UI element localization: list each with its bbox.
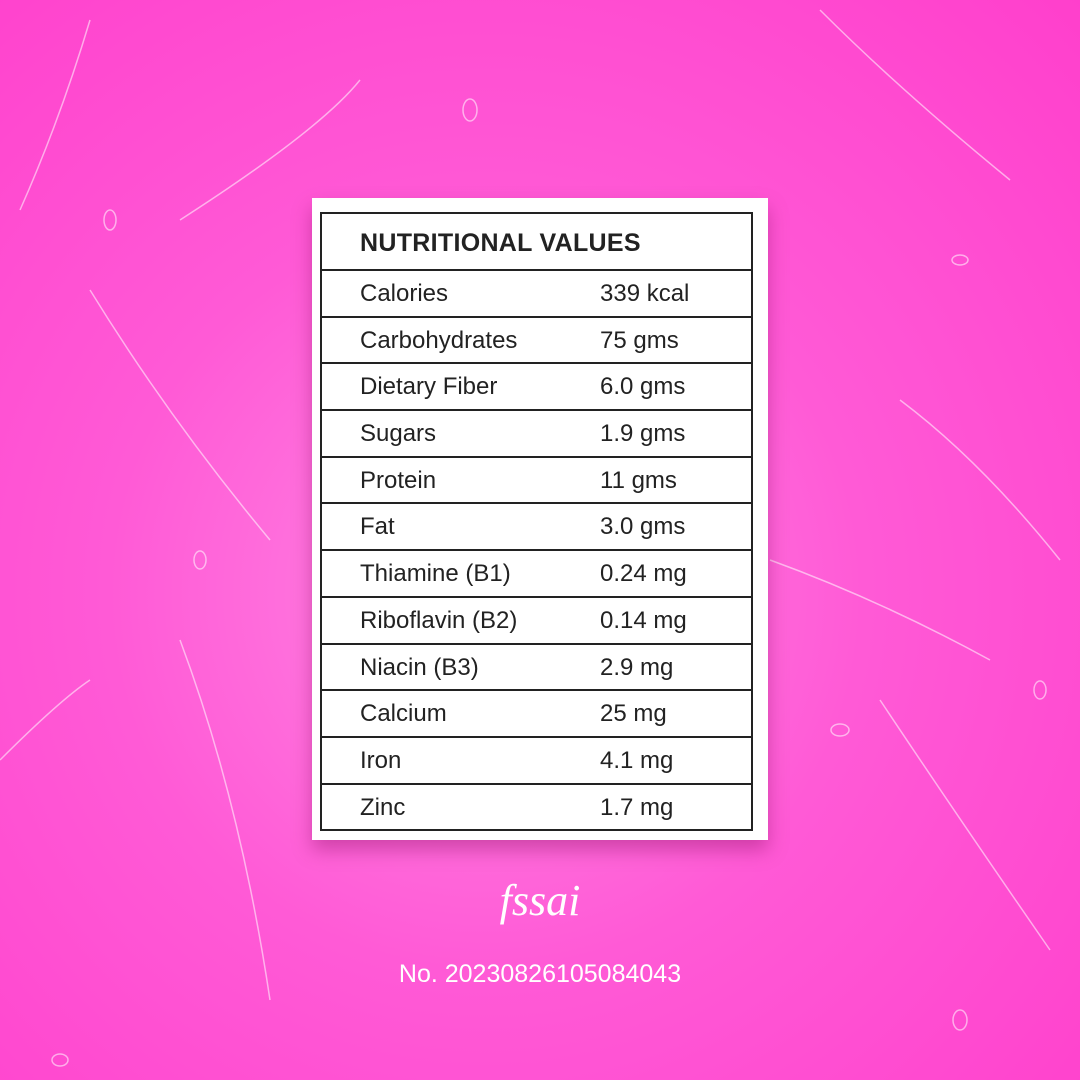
table-row: Thiamine (B1) 0.24 mg [322,551,751,598]
nutrient-amount: 25 mg [600,700,667,728]
nutrient-amount: 11 gms [600,466,677,494]
nutrient-name: Sugars [360,420,437,448]
table-row: Protein 11 gms [322,458,751,505]
nutrient-amount: 75 gms [600,326,679,354]
nutrient-amount: 1.9 gms [600,420,686,448]
nutrient-name: Calcium [360,700,447,728]
nutrient-name: Niacin (B3) [360,653,479,681]
nutrient-name: Thiamine (B1) [360,560,511,588]
nutrient-amount: 339 kcal [600,280,690,307]
nutrient-amount: 4.1 mg [600,746,674,774]
nutrient-name: Zinc [360,793,406,821]
table-row: Zinc 1.7 mg [322,785,751,830]
nutrient-name: Fat [360,513,395,541]
nutrient-amount: 2.9 mg [600,653,674,681]
table-row: Carbohydrates 75 gms [322,318,751,365]
fssai-logo: fssai [499,876,581,925]
nutrition-card: NUTRITIONAL VALUES Calories 339 kcal Carbo… [312,198,768,840]
nutrient-name: Dietary Fiber [360,373,498,401]
nutrient-amount: 0.24 mg [600,560,687,588]
nutrition-table: NUTRITIONAL VALUES Calories 339 kcal Carbo… [320,212,753,832]
nutrient-amount: 1.7 mg [600,793,674,821]
table-row: Riboflavin (B2) 0.14 mg [322,598,751,645]
nutrient-amount: 0.14 mg [600,606,687,634]
table-row: Sugars 1.9 gms [322,411,751,458]
nutrient-name: Calories [360,280,449,307]
table-row: Fat 3.0 gms [322,504,751,552]
table-row: Dietary Fiber 6.0 gms [322,364,751,412]
nutrient-name: Iron [360,746,402,774]
nutrient-name: Carbohydrates [360,326,518,354]
license-number: No. 20230826105084043 [398,960,682,988]
table-row: Iron 4.1 mg [322,738,751,785]
table-row: Niacin (B3) 2.9 mg [322,645,751,692]
table-row: Calcium 25 mg [322,691,751,738]
nutrient-name: Protein [360,466,437,494]
table-row: Calories 339 kcal [322,271,751,318]
table-title: NUTRITIONAL VALUES [322,214,751,271]
nutrient-amount: 6.0 gms [600,373,686,401]
nutrient-name: Riboflavin (B2) [360,606,518,634]
nutrient-amount: 3.0 gms [600,513,686,541]
